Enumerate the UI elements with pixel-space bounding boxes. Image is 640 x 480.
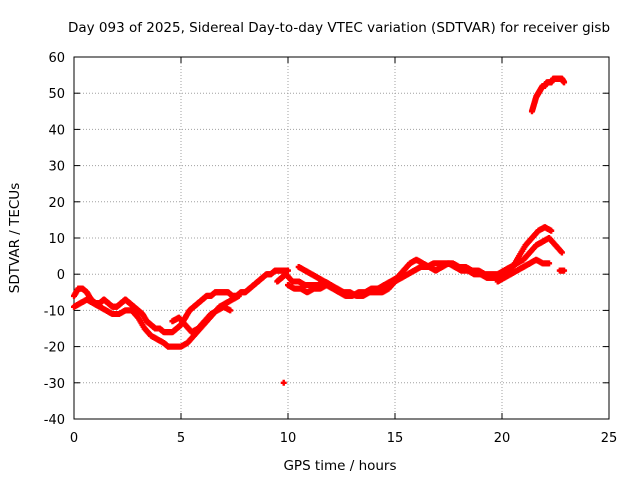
series-track-evening-2 [285,224,555,299]
y-tick-label: -40 [44,413,65,428]
series-track-end [556,267,568,274]
y-tick-label: -20 [44,341,65,356]
grid [74,57,609,419]
series-track-mid [169,303,234,336]
x-tick-label: 0 [70,431,78,446]
y-tick-label: 20 [48,196,65,211]
x-tick-label: 15 [387,431,404,446]
data-point [227,307,234,314]
x-tick-label: 20 [494,431,511,446]
y-tick-labels: -40 -30 -20 -10 0 10 20 30 40 50 60 [44,51,65,428]
x-tick-labels: 0 5 10 15 20 25 [70,431,617,446]
data-point [558,249,565,256]
data-point [280,379,287,386]
data-point [235,292,242,299]
y-tick-label: -10 [44,304,65,319]
data-point [548,227,555,234]
data-points [71,75,568,386]
y-tick-label: 30 [48,160,65,175]
y-tick-label: 60 [48,51,65,66]
chart-title: Day 093 of 2025, Sidereal Day-to-day VTE… [68,20,610,36]
y-tick-label: 40 [48,123,65,138]
axis-ticks [73,56,610,420]
x-tick-label: 25 [601,431,618,446]
y-axis-label: SDTVAR / TECUs [7,183,23,293]
y-tick-label: 0 [57,268,65,283]
series-outlier [280,379,287,386]
data-point [561,79,568,86]
data-point [327,282,334,289]
y-tick-label: 50 [48,87,65,102]
series-track-lower [71,296,172,350]
data-point [561,267,568,274]
series-track-high [528,75,568,115]
data-point [546,260,553,267]
x-axis-label: GPS time / hours [283,458,396,474]
y-tick-label: -30 [44,377,65,392]
x-tick-label: 5 [177,431,185,446]
series-track-late [494,256,553,285]
series-track-upper-arc [295,263,334,289]
x-tick-label: 10 [280,431,297,446]
y-tick-label: 10 [48,232,65,247]
